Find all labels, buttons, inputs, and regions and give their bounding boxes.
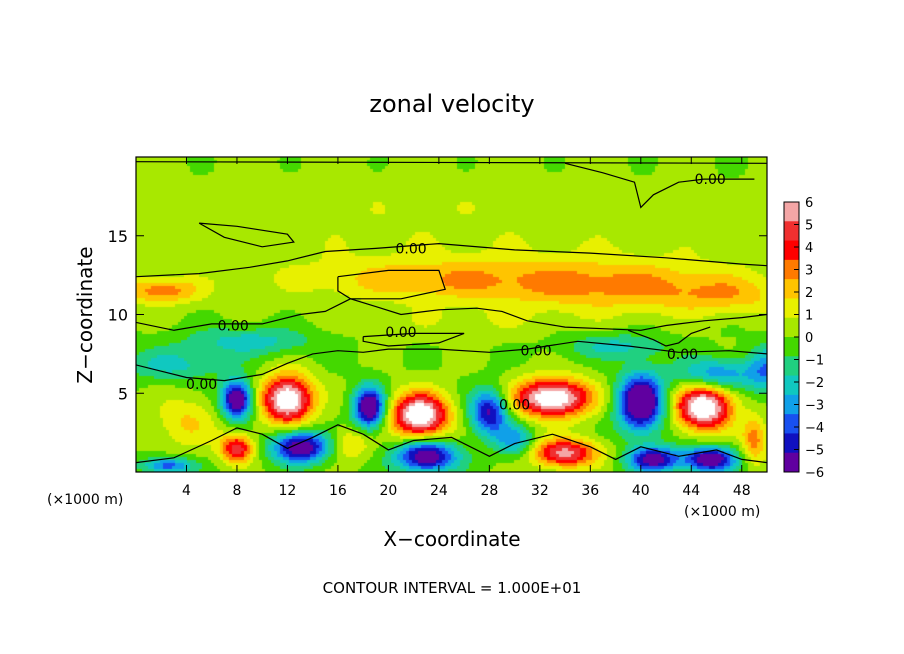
colorbar-band <box>784 202 799 222</box>
contour-line <box>136 424 767 464</box>
x-tick-label: 12 <box>279 483 297 499</box>
contour-labels: 0.00 0.00 0.00 0.00 0.00 0.00 0.00 0.00 <box>186 172 726 413</box>
colorbar-band <box>784 452 799 473</box>
x-tick-label: 28 <box>480 483 498 499</box>
contour-line <box>627 326 711 347</box>
velocity-field <box>136 157 767 472</box>
chart-title: zonal velocity <box>369 90 534 118</box>
contour-label: 0.00 <box>667 347 698 363</box>
contour-label: 0.00 <box>520 344 551 360</box>
contour-line <box>136 298 767 331</box>
contour-lines <box>136 161 767 464</box>
contour-line <box>136 242 767 278</box>
y-tick-label: 15 <box>108 227 128 246</box>
x-tick-label: 40 <box>632 483 650 499</box>
contour-interval-note: CONTOUR INTERVAL = 1.000E+01 <box>323 579 582 597</box>
colorbar-tick-label: −5 <box>805 444 824 459</box>
colorbar-tick-label: −1 <box>805 354 824 369</box>
x-tick-label: 48 <box>733 483 751 499</box>
colorbar-band <box>784 414 799 434</box>
x-unit-right: (×1000 m) <box>684 504 760 520</box>
x-tick-label: 44 <box>682 483 700 499</box>
contour-line <box>198 222 295 248</box>
contour-label: 0.00 <box>396 241 427 257</box>
y-axis: 5 10 15 <box>108 227 767 403</box>
contour-label: 0.00 <box>385 325 416 341</box>
colorbar: 6 5 4 3 2 1 0 −1 −2 −3 −4 −5 −6 <box>783 196 824 481</box>
colorbar-band <box>784 221 799 242</box>
x-tick-label: 24 <box>430 483 448 499</box>
x-unit-left: (×1000 m) <box>47 492 123 508</box>
contour-label: 0.00 <box>499 397 530 413</box>
y-tick-label: 10 <box>108 306 128 325</box>
x-tick-label: 20 <box>379 483 397 499</box>
colorbar-band <box>784 317 799 338</box>
colorbar-band <box>784 337 799 357</box>
colorbar-band <box>784 433 799 454</box>
colorbar-band <box>784 259 799 280</box>
plot-area: 0.00 0.00 0.00 0.00 0.00 0.00 0.00 0.00 <box>135 156 768 473</box>
colorbar-tick-label: 5 <box>805 219 813 234</box>
contour-label: 0.00 <box>218 319 249 335</box>
colorbar-tick-label: −4 <box>805 421 824 436</box>
contour-line <box>136 340 767 382</box>
colorbar-band <box>784 375 799 396</box>
x-tick-label: 16 <box>329 483 347 499</box>
colorbar-tick-label: 1 <box>805 309 813 324</box>
contour-label: 0.00 <box>186 377 217 393</box>
colorbar-band <box>784 394 799 415</box>
colorbar-tick-label: −3 <box>805 399 824 414</box>
x-tick-label: 8 <box>232 483 241 499</box>
colorbar-tick-label: 2 <box>805 286 813 301</box>
x-tick-label: 4 <box>182 483 191 499</box>
colorbar-band <box>784 240 799 261</box>
contour-line <box>362 332 465 347</box>
contour-line <box>136 161 767 164</box>
x-tick-label: 36 <box>581 483 599 499</box>
colorbar-tick-label: 0 <box>805 331 813 346</box>
colorbar-tick-label: 4 <box>805 241 813 256</box>
colorbar-band <box>784 279 799 299</box>
colorbar-band <box>784 356 799 377</box>
colorbar-band <box>784 298 799 319</box>
y-axis-label: Z−coordinate <box>73 246 97 383</box>
x-axis-label: X−coordinate <box>383 527 520 551</box>
x-tick-label: 32 <box>531 483 549 499</box>
x-axis: 4 8 12 16 20 24 28 32 36 40 44 48 <box>182 157 751 499</box>
contour-line <box>564 162 755 209</box>
colorbar-tick-label: 3 <box>805 264 813 279</box>
colorbar-tick-label: −2 <box>805 376 824 391</box>
contour-line <box>337 269 446 300</box>
colorbar-tick-label: −6 <box>805 466 824 481</box>
colorbar-tick-label: 6 <box>805 196 813 211</box>
y-tick-label: 5 <box>118 384 128 403</box>
contour-label: 0.00 <box>695 172 726 188</box>
